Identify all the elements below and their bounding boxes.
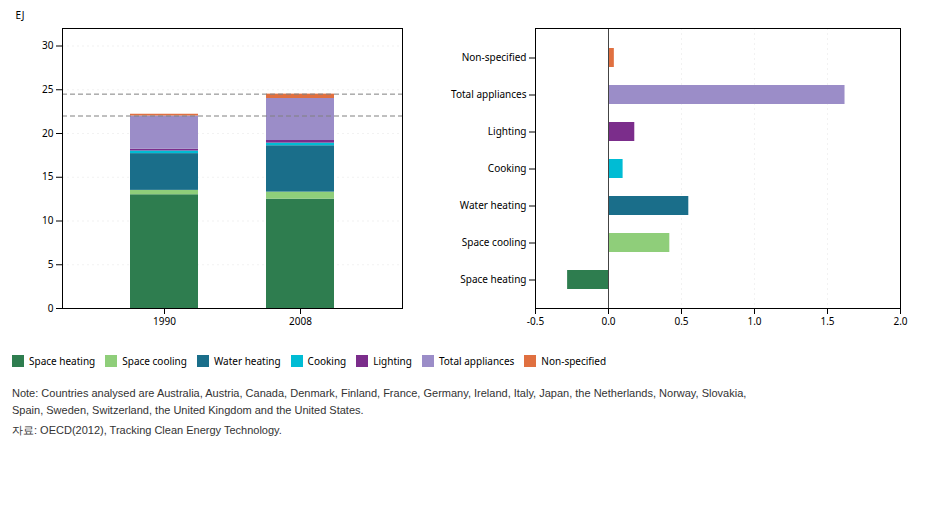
svg-text:0.0: 0.0 [601,314,615,328]
svg-text:Non-specified: Non-specified [462,50,527,64]
svg-text:Space cooling: Space cooling [462,235,527,249]
svg-text:0: 0 [48,301,54,315]
svg-text:Water heating: Water heating [460,198,527,212]
html-text:자료: OECD(2012), Tracking Clean: 자료: OECD(2012), Tracking Clean Energy Te… [12,424,282,436]
html-text:Space heating: Space heating [29,353,96,368]
svg-text:EJ: EJ [16,8,25,22]
svg-text:1.5: 1.5 [820,314,834,328]
html-text:Note: Countries analysed are A: Note: Countries analysed are Australia, … [12,387,747,416]
svg-text:15: 15 [42,169,54,183]
html-text:Cooking: Cooking [307,353,347,368]
html-text:Space cooling: Space cooling [122,353,187,368]
svg-text:2008: 2008 [289,314,312,328]
html-text:Water heating: Water heating [213,353,281,368]
svg-text:Total appliances: Total appliances [451,87,527,101]
svg-text:Lighting: Lighting [488,124,527,138]
html-text:Total appliances: Total appliances [438,353,515,368]
svg-text:2.0: 2.0 [893,314,907,328]
svg-text:20: 20 [42,126,54,140]
svg-text:5: 5 [48,257,54,271]
svg-text:1.0: 1.0 [747,314,761,328]
svg-text:10: 10 [42,213,54,227]
svg-text:Cooking: Cooking [488,161,527,175]
html-text:Non-specified: Non-specified [541,353,607,368]
html-text:Lighting: Lighting [373,353,412,368]
svg-text:25: 25 [42,82,54,96]
svg-text:0.5: 0.5 [674,314,688,328]
svg-text:1990: 1990 [153,314,176,328]
svg-text:-0.5: -0.5 [527,314,545,328]
svg-text:30: 30 [42,38,54,52]
svg-text:Space heating: Space heating [460,272,526,286]
